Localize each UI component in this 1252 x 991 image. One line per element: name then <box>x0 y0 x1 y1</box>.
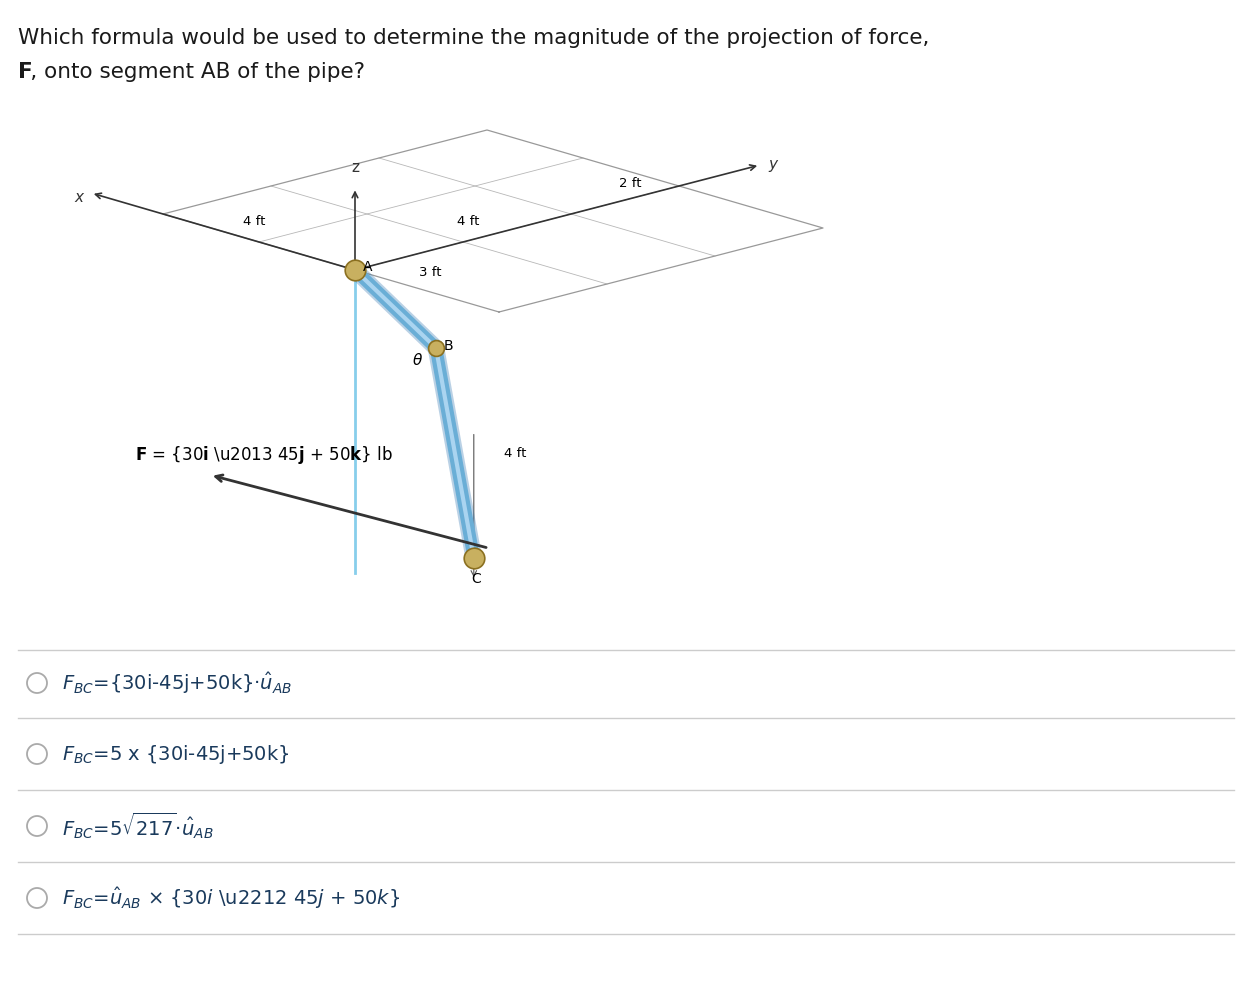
Text: $F_{BC}$=5$\sqrt{217}$·$\hat{u}_{AB}$: $F_{BC}$=5$\sqrt{217}$·$\hat{u}_{AB}$ <box>63 811 214 841</box>
Text: y: y <box>767 158 777 172</box>
Text: x: x <box>74 189 83 204</box>
Text: 4 ft: 4 ft <box>503 447 526 460</box>
Point <box>463 550 483 566</box>
Text: 4 ft: 4 ft <box>457 215 480 228</box>
Text: 4 ft: 4 ft <box>243 215 265 228</box>
Text: C: C <box>471 572 481 587</box>
Text: z: z <box>351 161 359 175</box>
Text: F, onto segment AB of the pipe?: F, onto segment AB of the pipe? <box>18 62 366 82</box>
Text: 3 ft: 3 ft <box>418 266 441 279</box>
Text: A: A <box>363 260 373 274</box>
Text: 2 ft: 2 ft <box>618 177 641 190</box>
Point <box>426 340 446 356</box>
Text: $\theta$: $\theta$ <box>412 352 423 368</box>
Text: B: B <box>444 339 453 353</box>
Text: $F_{BC}$=5 x {30i-45j+50k}: $F_{BC}$=5 x {30i-45j+50k} <box>63 742 289 765</box>
Text: Which formula would be used to determine the magnitude of the projection of forc: Which formula would be used to determine… <box>18 28 929 48</box>
Text: F: F <box>18 62 33 82</box>
Text: $F_{BC}$=$\hat{u}_{AB}$ × {30$i$ \u2212 45$j$ + 50$k$}: $F_{BC}$=$\hat{u}_{AB}$ × {30$i$ \u2212 … <box>63 885 401 911</box>
Point <box>346 262 366 277</box>
Text: $\mathbf{F}$ = {30$\mathbf{i}$ \u2013 45$\mathbf{j}$ + 50$\mathbf{k}$} lb: $\mathbf{F}$ = {30$\mathbf{i}$ \u2013 45… <box>135 444 393 466</box>
Text: $F_{BC}$={30i-45j+50k}·$\hat{u}_{AB}$: $F_{BC}$={30i-45j+50k}·$\hat{u}_{AB}$ <box>63 670 293 696</box>
